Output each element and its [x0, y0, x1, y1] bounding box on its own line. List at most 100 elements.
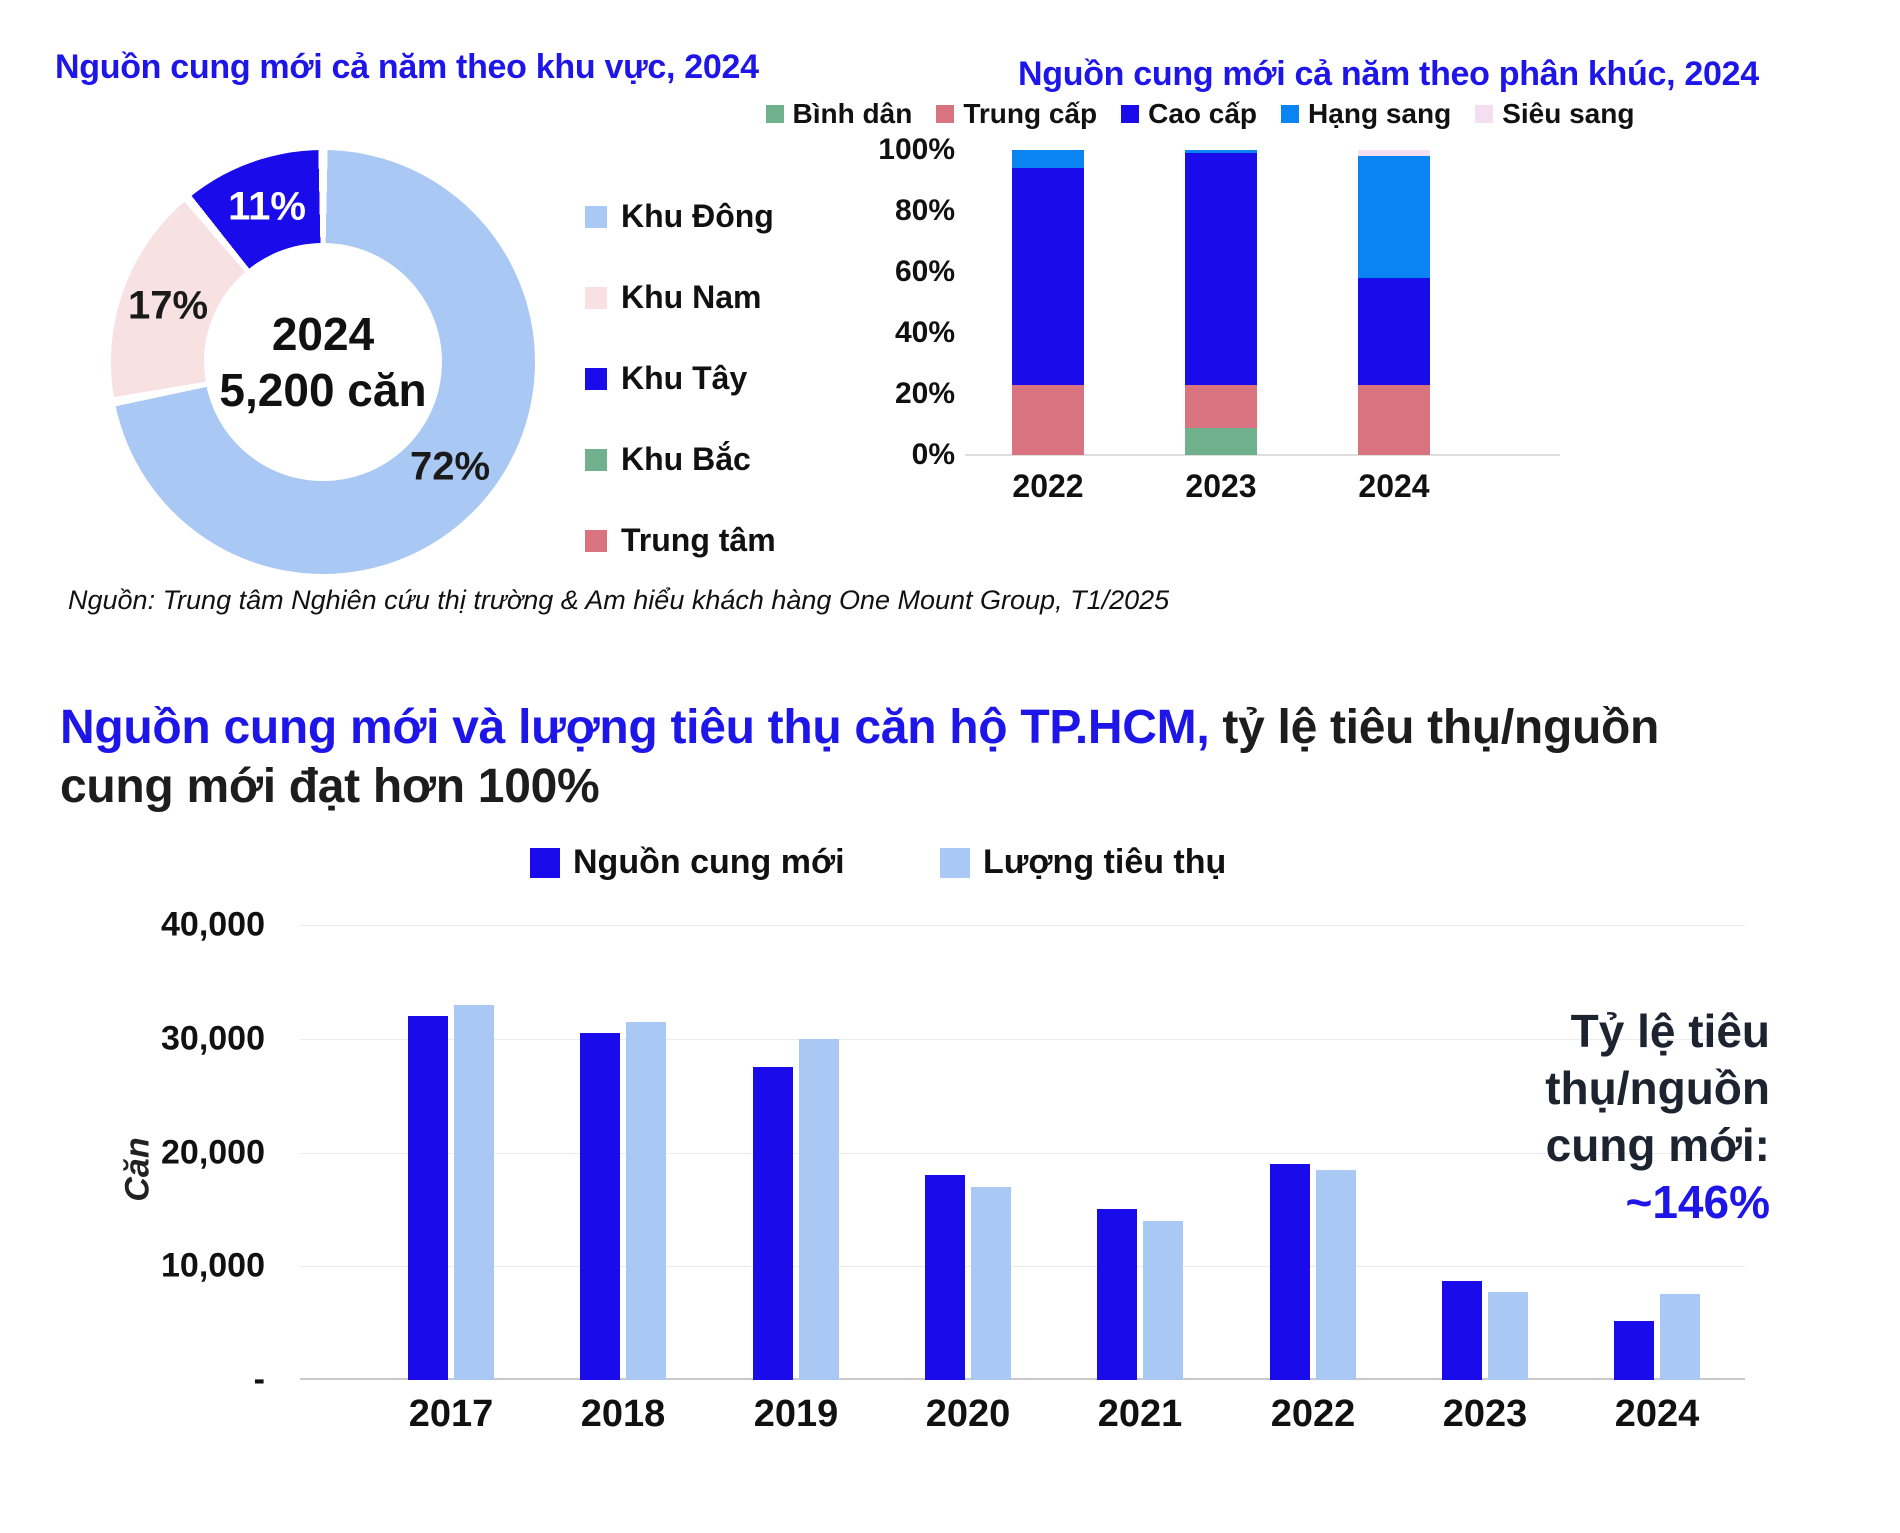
legend-swatch: [585, 205, 607, 228]
legend-swatch: [530, 847, 560, 878]
segment-ytick-40: 40%: [894, 316, 955, 349]
region-chart-title: Nguồn cung mới cả năm theo khu vực, 2024: [55, 48, 759, 86]
legend-item-trung-tâm: Trung tâm: [585, 522, 776, 559]
legend-item-khu-tây: Khu Tây: [585, 360, 776, 397]
segment-ytick-0: 0%: [911, 438, 955, 471]
supply-plot: [300, 925, 1745, 1380]
legend-item-lượng-tiêu-thụ: Lượng tiêu thụ: [940, 843, 1226, 882]
legend-item-siêu-sang: Siêu sang: [1475, 98, 1634, 130]
legend-swatch: [1121, 105, 1140, 123]
segment-axis-line: [965, 454, 1560, 456]
legend-label: Khu Nam: [621, 279, 762, 315]
segment-xtick-2024: 2024: [1358, 468, 1430, 504]
legend-label: Trung tâm: [621, 522, 776, 558]
donut-slice-labels: 72% 17% 11%: [111, 150, 535, 574]
region-donut: 72% 17% 11% 2024 5,200 căn: [111, 150, 535, 574]
supply-bar-2019-new: [753, 1067, 793, 1380]
supply-ytick-4: -: [253, 1360, 265, 1399]
legend-swatch: [585, 529, 607, 552]
supply-gridline-3: [300, 1266, 1745, 1268]
legend-item-trung-cấp: Trung cấp: [936, 98, 1097, 130]
supply-axis-line: [300, 1378, 1745, 1380]
donut-pct-17: 17%: [127, 283, 209, 328]
legend-item-khu-nam: Khu Nam: [585, 279, 776, 316]
supply-bar-2021-absorbed: [1143, 1220, 1183, 1380]
segment-2023-hạng-sang: [1185, 150, 1257, 154]
supply-bar-2017-absorbed: [454, 1004, 494, 1380]
segment-ytick-80: 80%: [894, 194, 955, 227]
supply-ytick-0: 40,000: [161, 905, 265, 944]
legend-label: Trung cấp: [963, 98, 1098, 129]
segment-2024-cao-cấp: [1358, 278, 1430, 385]
donut-center-year: 2024: [271, 308, 375, 360]
segment-bar-2023: [1185, 150, 1257, 455]
legend-label: Siêu sang: [1502, 98, 1635, 129]
legend-label: Khu Tây: [621, 360, 748, 396]
supply-xtick-2021: 2021: [1097, 1393, 1183, 1435]
supply-chart-title: Nguồn cung mới và lượng tiêu thụ căn hộ …: [60, 698, 1880, 816]
donut-pct-72: 72%: [409, 444, 491, 489]
segment-chart-title: Nguồn cung mới cả năm theo phân khúc, 20…: [1018, 55, 1759, 93]
annotation-value: ~146%: [1625, 1176, 1770, 1228]
supply-bar-2019-absorbed: [799, 1038, 839, 1380]
supply-ytick-2: 20,000: [161, 1133, 265, 1171]
supply-bar-2020-absorbed: [971, 1186, 1011, 1380]
legend-label: Khu Bắc: [621, 441, 751, 477]
absorption-annotation: Tỷ lệ tiêu thụ/nguồn cung mới: ~146%: [1370, 1003, 1770, 1231]
donut-center-total: 5,200 căn: [219, 364, 427, 416]
supply-bar-2018-absorbed: [626, 1021, 666, 1380]
supply-bar-2017-new: [408, 1016, 448, 1380]
supply-ytick-3: 10,000: [161, 1246, 265, 1285]
supply-bar-2023-new: [1442, 1281, 1482, 1380]
segment-2024-trung-cấp: [1358, 384, 1430, 455]
segment-ytick-20: 20%: [894, 377, 955, 410]
supply-bar-2024-new: [1614, 1320, 1654, 1380]
legend-item-nguồn-cung-mới: Nguồn cung mới: [530, 843, 845, 882]
donut-hole: [204, 243, 442, 481]
segment-2023-trung-cấp: [1185, 384, 1257, 428]
supply-bar-2018-new: [580, 1033, 620, 1380]
supply-bar-2022-absorbed: [1316, 1169, 1356, 1380]
donut-center-text: 2024 5,200 căn: [219, 306, 426, 418]
segment-ytick-60: 60%: [894, 255, 955, 288]
segment-legend: Bình dân Trung cấp Cao cấp Hạng sang Siêu sa…: [765, 98, 1634, 130]
legend-swatch: [585, 286, 607, 309]
legend-swatch: [1281, 105, 1300, 123]
supply-gridline-0: [300, 925, 1745, 926]
legend-swatch: [585, 367, 607, 390]
segment-2024-siêu-sang: [1358, 150, 1430, 157]
segment-2023-bình-dân: [1185, 427, 1257, 455]
segment-2022-hạng-sang: [1012, 150, 1084, 169]
supply-title-rest: tỷ lệ tiêu thụ/nguồn: [1209, 701, 1660, 754]
annotation-line-1: Tỷ lệ tiêu: [1570, 1005, 1770, 1057]
annotation-line-2: thụ/nguồn: [1545, 1062, 1770, 1114]
supply-ytick-1: 30,000: [161, 1019, 265, 1058]
segment-2022-trung-cấp: [1012, 384, 1084, 455]
segment-2024-hạng-sang: [1358, 156, 1430, 279]
segment-bar-2024: [1358, 150, 1430, 455]
legend-label: Hạng sang: [1308, 98, 1452, 129]
legend-swatch: [1475, 105, 1494, 123]
legend-item-khu-bắc: Khu Bắc: [585, 441, 776, 478]
supply-xtick-2022: 2022: [1270, 1393, 1356, 1435]
supply-bar-2020-new: [925, 1175, 965, 1380]
supply-title-line2: cung mới đạt hơn 100%: [60, 760, 600, 813]
supply-xtick-2019: 2019: [753, 1393, 839, 1435]
segment-2023-cao-cấp: [1185, 153, 1257, 385]
supply-xtick-2017: 2017: [408, 1393, 494, 1435]
supply-bar-2024-absorbed: [1660, 1293, 1700, 1380]
segment-bar-2022: [1012, 150, 1084, 455]
supply-bar-2021-new: [1097, 1209, 1137, 1380]
supply-xtick-2018: 2018: [580, 1393, 666, 1435]
legend-item-khu-đông: Khu Đông: [585, 198, 776, 235]
segment-plot: [965, 150, 1560, 456]
supply-bar-2022-new: [1270, 1163, 1310, 1380]
supply-xtick-2023: 2023: [1442, 1393, 1528, 1435]
legend-item-cao-cấp: Cao cấp: [1121, 98, 1257, 130]
supply-gridline-2: [300, 1152, 1745, 1154]
legend-label: Khu Đông: [621, 198, 774, 234]
supply-xtick-2020: 2020: [925, 1393, 1011, 1435]
legend-swatch: [940, 847, 970, 878]
legend-label: Lượng tiêu thụ: [983, 843, 1227, 881]
